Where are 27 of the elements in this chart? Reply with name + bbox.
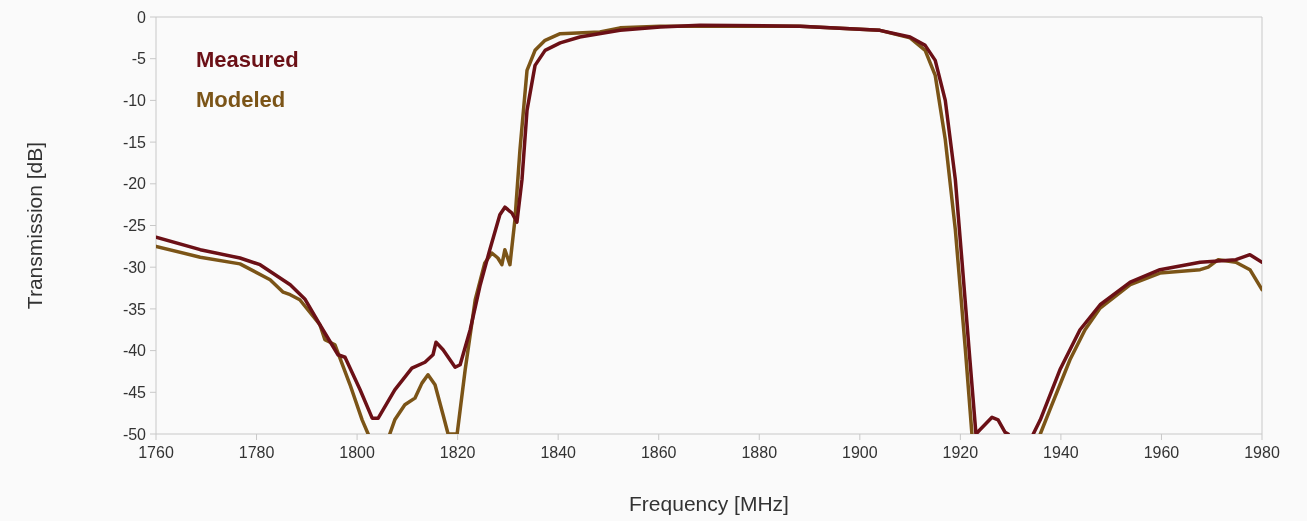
y-tick-label: -15 xyxy=(122,133,147,151)
y-axis-title: Transmission [dB] xyxy=(23,141,46,310)
x-tick-label: 1880 xyxy=(741,444,778,461)
x-tick-label: 1860 xyxy=(640,444,677,461)
x-tick-label: 1940 xyxy=(1043,444,1079,461)
y-tick-label: 0 xyxy=(137,8,147,26)
x-tick-label: 1800 xyxy=(339,444,375,461)
y-tick-label: -35 xyxy=(122,300,147,318)
x-tick-label: 1780 xyxy=(238,444,275,461)
text: Modeled xyxy=(196,87,286,112)
y-tick-label: -40 xyxy=(122,342,147,360)
y-tick-label: -50 xyxy=(122,425,147,443)
x-tick-label: 1900 xyxy=(842,444,878,461)
x-tick-label: 1920 xyxy=(942,444,979,461)
y-tick-label: -45 xyxy=(122,383,147,401)
y-tick-label: -25 xyxy=(122,217,147,235)
x-tick-label: 1840 xyxy=(540,444,577,461)
x-tick-label: 1960 xyxy=(1143,444,1180,461)
x-axis-title: Frequency [MHz] xyxy=(629,492,789,515)
x-tick-label: 1820 xyxy=(439,444,476,461)
text: Measured xyxy=(196,47,299,72)
x-tick-label: 1980 xyxy=(1244,444,1280,461)
y-tick-label: -30 xyxy=(122,258,147,276)
x-tick-label: 1760 xyxy=(138,444,174,461)
y-tick-label: -5 xyxy=(131,50,147,68)
y-tick-label: -10 xyxy=(122,92,147,109)
y-tick-label: -20 xyxy=(122,175,147,193)
